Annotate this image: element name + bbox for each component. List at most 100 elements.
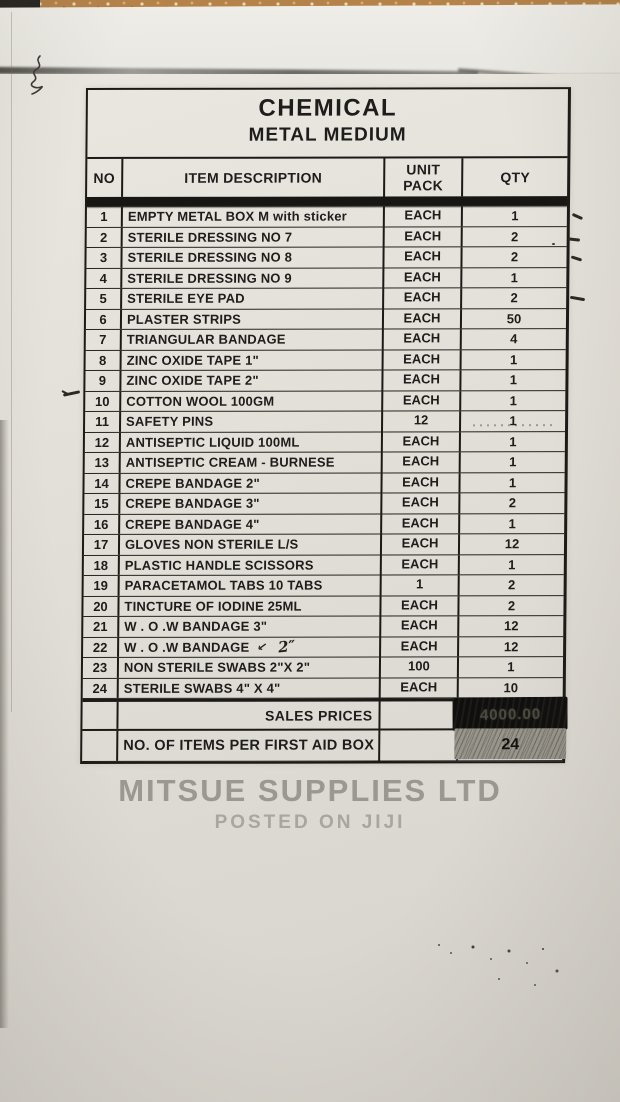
table-header-row: NO ITEM DESCRIPTION UNIT PACK QTY [87, 156, 568, 197]
table-row: 5 STERILE EYE PAD EACH 2 [86, 288, 567, 310]
table-row: 9 ZINC OXIDE TAPE 2" EACH 1 [85, 370, 566, 392]
row-qty: 1 [507, 659, 515, 675]
ink-dot [552, 243, 555, 245]
row-qty: 1 [508, 556, 516, 573]
row-description: PARACETAMOL TABS 10 TABS [119, 575, 382, 596]
row-number: 9 [85, 370, 122, 391]
paper-left-edge-shadow [0, 420, 9, 1028]
title-line1: CHEMICAL [258, 94, 398, 122]
row-qty: 1 [508, 474, 517, 491]
table-row: 10 COTTON WOOL 100GM EACH 1 [85, 390, 566, 412]
row-number: 13 [84, 452, 121, 473]
header-unit-pack: UNIT PACK [385, 158, 464, 197]
paper-sheet [0, 74, 620, 1102]
row-number: 8 [85, 350, 122, 370]
table-title-block: CHEMICAL METAL MEDIUM [87, 89, 568, 157]
table-row: 18 PLASTIC HANDLE SCISSORS EACH 1 [83, 554, 564, 576]
row-unit-pack: EACH [383, 370, 462, 390]
table-row: 16 CREPE BANDAGE 4" EACH 1 [84, 513, 565, 535]
items-unit-cell [380, 730, 459, 761]
row-description: ZINC OXIDE TAPE 2" [121, 370, 384, 391]
row-qty: 4 [510, 331, 518, 347]
table-row: 13 ANTISEPTIC CREAM - BURNESE EACH 1 [84, 452, 565, 474]
row-description: ANTISEPTIC LIQUID 100ML [120, 431, 383, 452]
items-count-label: NO. OF ITEMS PER FIRST AID BOX [118, 730, 381, 761]
row-unit-pack: EACH [381, 636, 460, 657]
row-unit-pack: EACH [381, 595, 460, 616]
table-row: 15 CREPE BANDAGE 3" EACH 2 [84, 493, 565, 515]
row-unit-pack: EACH [383, 329, 462, 349]
row-description: CREPE BANDAGE 2" [120, 472, 383, 493]
table-row: 4 STERILE DRESSING NO 9 EACH 1 [86, 267, 567, 289]
table-row: 21 W . O .W BANDAGE 3" EACH 12 [83, 616, 564, 638]
row-unit-pack: EACH [382, 472, 461, 493]
row-description: COTTON WOOL 100GM [121, 390, 384, 411]
row-number: 17 [83, 534, 121, 555]
row-description: EMPTY METAL BOX M with sticker [122, 206, 385, 227]
row-unit-pack: 1 [381, 575, 460, 595]
header-no: NO [87, 158, 124, 197]
row-number: 12 [84, 432, 121, 452]
row-number: 24 [82, 678, 119, 698]
row-number: 11 [85, 411, 122, 432]
row-unit-pack: EACH [384, 206, 463, 226]
header-item-description: ITEM DESCRIPTION [123, 158, 386, 197]
items-count-cell: 24 [454, 728, 567, 760]
row-unit-pack: EACH [383, 349, 462, 370]
table-row: 7 TRIANGULAR BANDAGE EACH 4 [85, 329, 566, 351]
row-number: 23 [82, 657, 120, 678]
table-body: 1 EMPTY METAL BOX M with sticker EACH 1 2 STE… [82, 206, 567, 699]
row-unit-pack: EACH [384, 226, 463, 247]
table-row: 20 TINCTURE OF IODINE 25ML EACH 2 [83, 595, 564, 617]
row-unit-pack: 100 [380, 657, 460, 677]
sales-prices-label: SALES PRICES [118, 701, 381, 729]
row-number: 15 [84, 493, 121, 514]
row-unit-pack: EACH [384, 288, 463, 308]
table-row: 19 PARACETAMOL TABS 10 TABS 1 2 [83, 575, 564, 597]
row-qty: 1 [511, 208, 519, 224]
row-qty: 2 [510, 290, 518, 306]
paper-fold-line [11, 12, 12, 712]
paper-speckles [438, 944, 440, 946]
items-count-row: NO. OF ITEMS PER FIRST AID BOX 24 [82, 728, 567, 762]
row-qty: 12 [504, 618, 519, 634]
row-number: 4 [86, 268, 123, 288]
row-number: 22 [83, 637, 120, 657]
row-number: 20 [83, 596, 120, 616]
row-description: STERILE DRESSING NO 9 [122, 267, 385, 288]
row-description: ZINC OXIDE TAPE 1" [121, 349, 384, 370]
row-unit-pack: EACH [384, 267, 463, 288]
row-number: 14 [84, 473, 121, 493]
row-qty: 1 [509, 454, 517, 470]
row-qty: 2 [508, 495, 517, 511]
row-unit-pack: 12 [383, 411, 462, 431]
row-unit-pack: EACH [383, 390, 462, 411]
row-qty: 1 [509, 392, 517, 409]
table-row: 23 NON STERILE SWABS 2"X 2" 100 1 [82, 657, 564, 679]
row-qty: 1 [508, 515, 516, 532]
tear-mark [30, 55, 43, 95]
row-unit-pack: EACH [383, 308, 463, 329]
row-description: ANTISEPTIC CREAM - BURNESE [120, 452, 383, 473]
row-number: 2 [86, 227, 123, 247]
row-unit-pack: EACH [384, 247, 463, 267]
back-sheet-edge [0, 4, 620, 76]
row-number: 10 [85, 391, 122, 411]
row-qty: 2 [507, 577, 516, 593]
row-qty: 10 [503, 679, 519, 696]
items-no-cell [82, 730, 119, 761]
row-number: 1 [86, 206, 123, 227]
sales-prices-row: SALES PRICES 4000.00 [82, 696, 568, 731]
row-description: TINCTURE OF IODINE 25ML [119, 595, 382, 616]
table-row: 6 PLASTER STRIPS EACH 50 [85, 308, 567, 330]
row-description: STERILE DRESSING NO 8 [122, 247, 385, 268]
row-qty: 1 [509, 351, 518, 368]
row-number: 16 [84, 514, 121, 534]
row-qty: 2 [507, 597, 516, 614]
row-description: TRIANGULAR BANDAGE [121, 329, 384, 350]
title-line2: METAL MEDIUM [248, 124, 407, 146]
sales-price-value: 4000.00 [479, 705, 542, 724]
row-description: PLASTIC HANDLE SCISSORS [119, 554, 382, 575]
row-number: 5 [86, 288, 123, 309]
table-row: 14 CREPE BANDAGE 2" EACH 1 [84, 472, 565, 494]
